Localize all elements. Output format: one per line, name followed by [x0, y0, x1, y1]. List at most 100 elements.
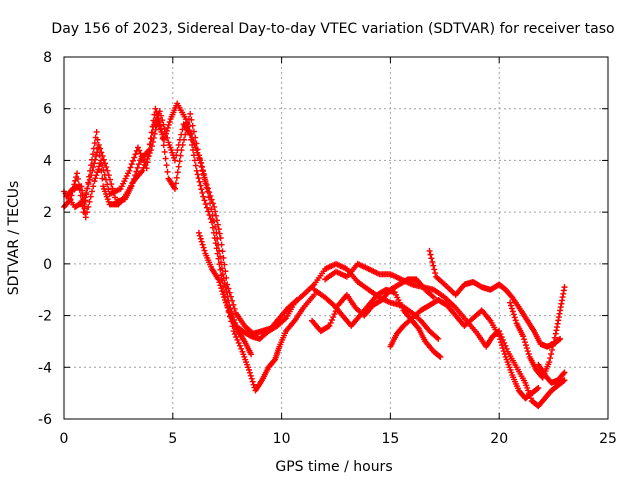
data-point — [171, 157, 178, 164]
data-point — [105, 172, 112, 179]
data-point — [139, 167, 146, 174]
data-point — [102, 160, 109, 167]
data-point — [97, 145, 104, 152]
data-point — [431, 266, 438, 273]
data-point — [195, 152, 202, 159]
data-point — [509, 308, 516, 315]
data-point — [134, 164, 141, 171]
data-point — [201, 247, 208, 254]
data-point — [197, 182, 204, 189]
data-point — [192, 162, 199, 169]
data-point — [92, 156, 99, 163]
data-point — [233, 333, 240, 340]
data-point — [82, 214, 89, 221]
data-point — [194, 171, 201, 178]
data-point — [430, 262, 437, 269]
data-point — [184, 121, 191, 128]
data-point — [437, 353, 444, 360]
data-point — [152, 105, 159, 112]
data-point — [195, 229, 202, 236]
data-point — [132, 151, 139, 158]
data-point — [193, 167, 200, 174]
data-point — [89, 151, 96, 158]
data-point — [190, 147, 197, 154]
data-point — [189, 122, 196, 129]
data-point — [193, 140, 200, 147]
data-point — [164, 134, 171, 141]
data-point — [206, 189, 213, 196]
data-point — [157, 122, 164, 129]
y-tick-label: 0 — [43, 257, 52, 273]
data-point — [551, 334, 558, 341]
data-point — [175, 163, 182, 170]
data-point — [198, 163, 205, 170]
series-track-g — [322, 260, 568, 410]
data-point — [86, 198, 93, 205]
axes: 0 5 10 15 20 25 -6 -4 -2 0 2 4 6 8 — [38, 50, 617, 447]
data-point — [94, 169, 101, 176]
data-point — [92, 175, 99, 182]
data-point — [132, 172, 139, 179]
data-point — [201, 174, 208, 181]
data-point — [427, 251, 434, 258]
x-tick-label: 15 — [381, 431, 399, 447]
data-point — [203, 181, 210, 188]
data-point — [95, 141, 102, 148]
data-point — [510, 311, 517, 318]
data-point — [207, 215, 214, 222]
data-point — [135, 161, 142, 168]
x-axis-label: GPS time / hours — [275, 459, 392, 475]
y-tick-label: -2 — [38, 309, 52, 325]
x-tick-label: 5 — [168, 431, 177, 447]
data-point — [223, 274, 230, 281]
data-point — [311, 291, 318, 298]
data-point — [190, 128, 197, 135]
data-point — [195, 175, 202, 182]
data-point — [159, 135, 166, 142]
y-axis-label: SDTVAR / TECUs — [6, 181, 22, 296]
data-point — [159, 117, 166, 124]
data-point — [435, 335, 442, 342]
data-point — [163, 162, 170, 169]
data-point — [156, 108, 163, 115]
data-point — [161, 148, 168, 155]
data-point — [426, 247, 433, 254]
data-point — [196, 232, 203, 239]
data-point — [220, 254, 227, 261]
x-tick-label: 0 — [60, 431, 69, 447]
data-point — [216, 279, 223, 286]
data-point — [218, 285, 225, 292]
data-point — [203, 204, 210, 211]
data-point — [197, 235, 204, 242]
data-point — [126, 167, 133, 174]
data-point — [238, 345, 245, 352]
data-point — [215, 226, 222, 233]
data-point — [523, 345, 530, 352]
data-point — [160, 121, 167, 128]
data-point — [93, 128, 100, 135]
data-point — [80, 198, 87, 205]
data-point — [209, 200, 216, 207]
data-point — [201, 197, 208, 204]
data-point — [212, 240, 219, 247]
data-point — [178, 147, 185, 154]
y-tick-label: -6 — [38, 412, 52, 428]
data-point — [549, 342, 556, 349]
data-point — [111, 194, 118, 201]
data-point — [85, 203, 92, 210]
data-point — [508, 305, 515, 312]
data-point — [136, 147, 143, 154]
data-point — [235, 339, 242, 346]
data-point — [174, 169, 181, 176]
data-point — [188, 116, 195, 123]
data-point — [219, 288, 226, 295]
data-point — [200, 170, 207, 177]
data-point — [99, 175, 106, 182]
data-point — [499, 345, 506, 352]
data-point — [107, 176, 114, 183]
data-point — [217, 266, 224, 273]
data-point — [281, 316, 288, 323]
data-point — [202, 178, 209, 185]
